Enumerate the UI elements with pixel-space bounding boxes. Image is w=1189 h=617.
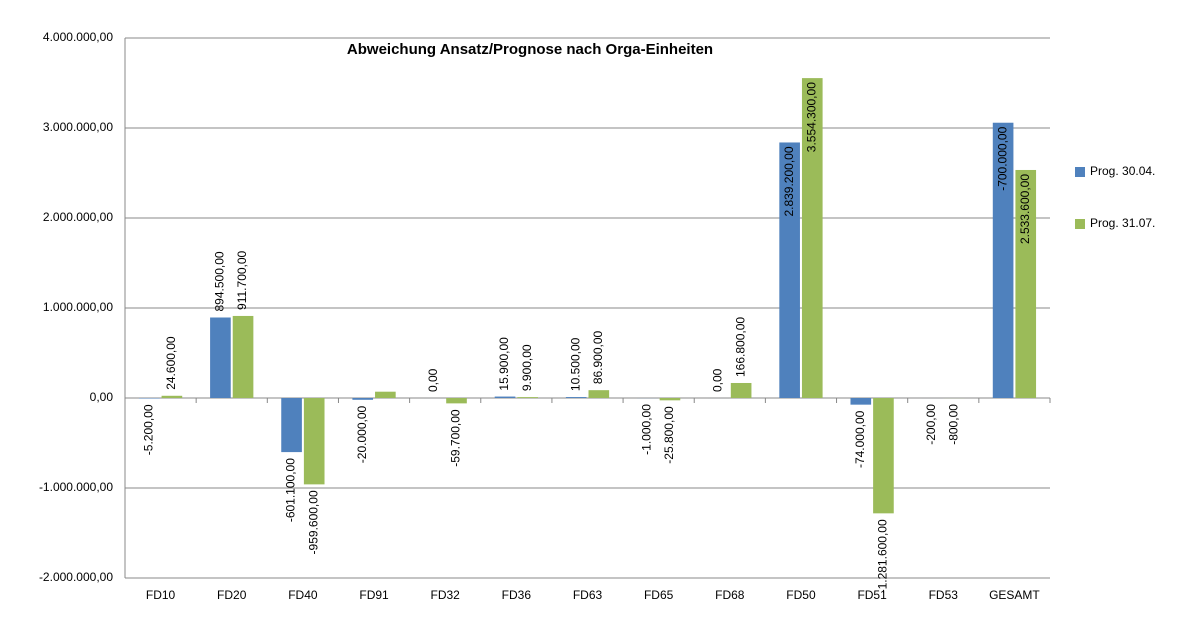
bar [517,397,538,398]
x-tick-label: FD68 [715,588,745,602]
data-label: 3.554.300,00 [804,82,818,152]
data-label: -20.000,00 [355,405,369,463]
data-label: 10.500,00 [568,337,582,391]
data-label: -25.800,00 [662,406,676,464]
data-label: -200,00 [924,404,938,445]
data-label: 2.839.200,00 [782,146,796,216]
y-tick-label: -2.000.000,00 [39,570,113,584]
bar [375,392,396,398]
x-tick-label: FD65 [644,588,674,602]
x-tick-label: FD63 [573,588,603,602]
bar [566,397,587,398]
bar [352,398,373,400]
data-label: 15.900,00 [497,337,511,391]
y-tick-label: 4.000.000,00 [43,30,113,44]
bar [873,398,894,513]
x-tick-label: FD50 [786,588,816,602]
y-tick-label: -1.000.000,00 [39,480,113,494]
legend-label: Prog. 31.07. [1090,216,1155,230]
x-tick-label: FD36 [502,588,532,602]
bar [589,390,610,398]
x-tick-label: FD40 [288,588,318,602]
data-label: -74.000,00 [853,410,867,468]
data-label: 0,00 [711,368,725,392]
x-tick-label: FD32 [431,588,461,602]
x-tick-label: FD53 [929,588,959,602]
data-label: 2.533.600,00 [1018,174,1032,244]
y-tick-label: 0,00 [90,390,114,404]
data-label: -5.200,00 [141,404,155,455]
legend-swatch [1075,167,1085,177]
bar [660,398,681,400]
data-label: -1.281.600,00 [876,519,890,593]
data-label: 86.900,00 [591,330,605,384]
data-label: 894.500,00 [213,251,227,311]
bar [850,398,871,405]
data-label: -800,00 [947,404,961,445]
bar [210,317,231,398]
bar [233,316,254,398]
bar [162,396,183,398]
bar [495,397,516,398]
legend-label: Prog. 30.04. [1090,164,1155,178]
y-tick-label: 2.000.000,00 [43,210,113,224]
data-label: 0,00 [426,368,440,392]
x-tick-label: FD10 [146,588,176,602]
bar [304,398,325,484]
data-label: 24.600,00 [164,336,178,390]
bar [446,398,467,403]
y-tick-label: 3.000.000,00 [43,120,113,134]
y-tick-label: 1.000.000,00 [43,300,113,314]
chart-title: Abweichung Ansatz/Prognose nach Orga-Ein… [347,41,713,58]
data-label: 9.900,00 [520,344,534,391]
x-tick-label: GESAMT [989,588,1040,602]
data-label: -700.000,00 [995,126,1009,190]
data-label: -59.700,00 [449,409,463,467]
bar [731,383,752,398]
x-tick-label: FD91 [359,588,389,602]
x-tick-label: FD20 [217,588,247,602]
data-label: -959.600,00 [306,490,320,554]
data-label: 166.800,00 [733,317,747,377]
legend-swatch [1075,219,1085,229]
data-label: -601.100,00 [284,458,298,522]
data-label: -1.000,00 [640,404,654,455]
bar [281,398,302,452]
data-label: 911.700,00 [235,250,249,309]
